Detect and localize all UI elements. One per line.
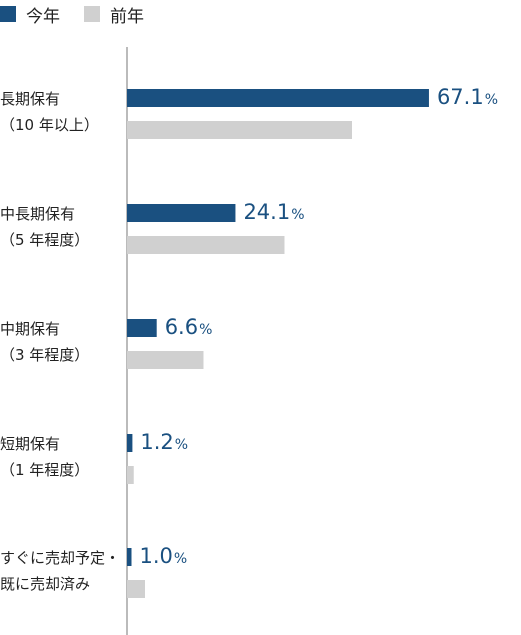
category-label-line: すぐに売却予定・ <box>0 549 121 567</box>
value-number: 24.1 <box>243 200 291 224</box>
category-label-line: （10 年以上） <box>0 116 99 134</box>
value-label-3: 6.6% <box>165 317 213 338</box>
bar-current-4 <box>127 434 133 452</box>
value-number: 1.2 <box>140 430 174 454</box>
bar-previous-3 <box>127 351 204 369</box>
legend-swatch-current <box>0 6 16 22</box>
category-label-line: 中長期保有 <box>0 205 76 223</box>
value-unit: % <box>199 322 213 338</box>
bar-previous-1 <box>127 121 352 139</box>
value-unit: % <box>173 551 188 567</box>
category-label-2: 中長期保有 （5 年程度） <box>0 201 89 253</box>
value-number: 6.6 <box>164 315 199 339</box>
category-label-5: すぐに売却予定・ 既に売却済み <box>0 545 120 597</box>
category-label-line: （3 年程度） <box>0 346 90 364</box>
category-label-line: 既に売却済み <box>0 575 91 593</box>
category-label-3: 中期保有 （3 年程度） <box>0 316 89 368</box>
legend-item-previous: 前年 <box>84 2 144 27</box>
value-number: 1.0 <box>139 544 173 568</box>
value-label-4: 1.2% <box>140 432 188 453</box>
category-label-line: 中期保有 <box>0 320 61 338</box>
category-label-line: （1 年程度） <box>0 461 90 479</box>
value-label-1: 67.1% <box>437 87 498 108</box>
category-label-line: （5 年程度） <box>0 231 90 249</box>
category-label-1: 長期保有 （10 年以上） <box>0 86 99 138</box>
category-label-line: 長期保有 <box>0 90 61 108</box>
bar-previous-2 <box>127 236 285 254</box>
bar-current-2 <box>127 204 236 222</box>
bar-current-1 <box>127 89 429 107</box>
value-number: 67.1 <box>436 85 484 109</box>
value-unit: % <box>484 92 499 108</box>
value-label-2: 24.1% <box>243 202 304 223</box>
category-label-line: 短期保有 <box>0 435 61 453</box>
value-unit: % <box>291 207 305 223</box>
legend-item-current: 今年 <box>0 2 60 27</box>
bar-current-3 <box>127 319 157 337</box>
legend-label-current: 今年 <box>26 6 60 27</box>
value-label-5: 1.0% <box>140 546 188 567</box>
bar-current-5 <box>127 548 132 566</box>
legend-label-previous: 前年 <box>110 6 144 27</box>
legend: 今年 前年 <box>0 2 168 27</box>
legend-swatch-previous <box>84 6 100 22</box>
bar-previous-4 <box>127 466 134 484</box>
category-label-4: 短期保有 （1 年程度） <box>0 431 89 483</box>
value-unit: % <box>174 437 189 453</box>
bar-previous-5 <box>127 580 145 598</box>
